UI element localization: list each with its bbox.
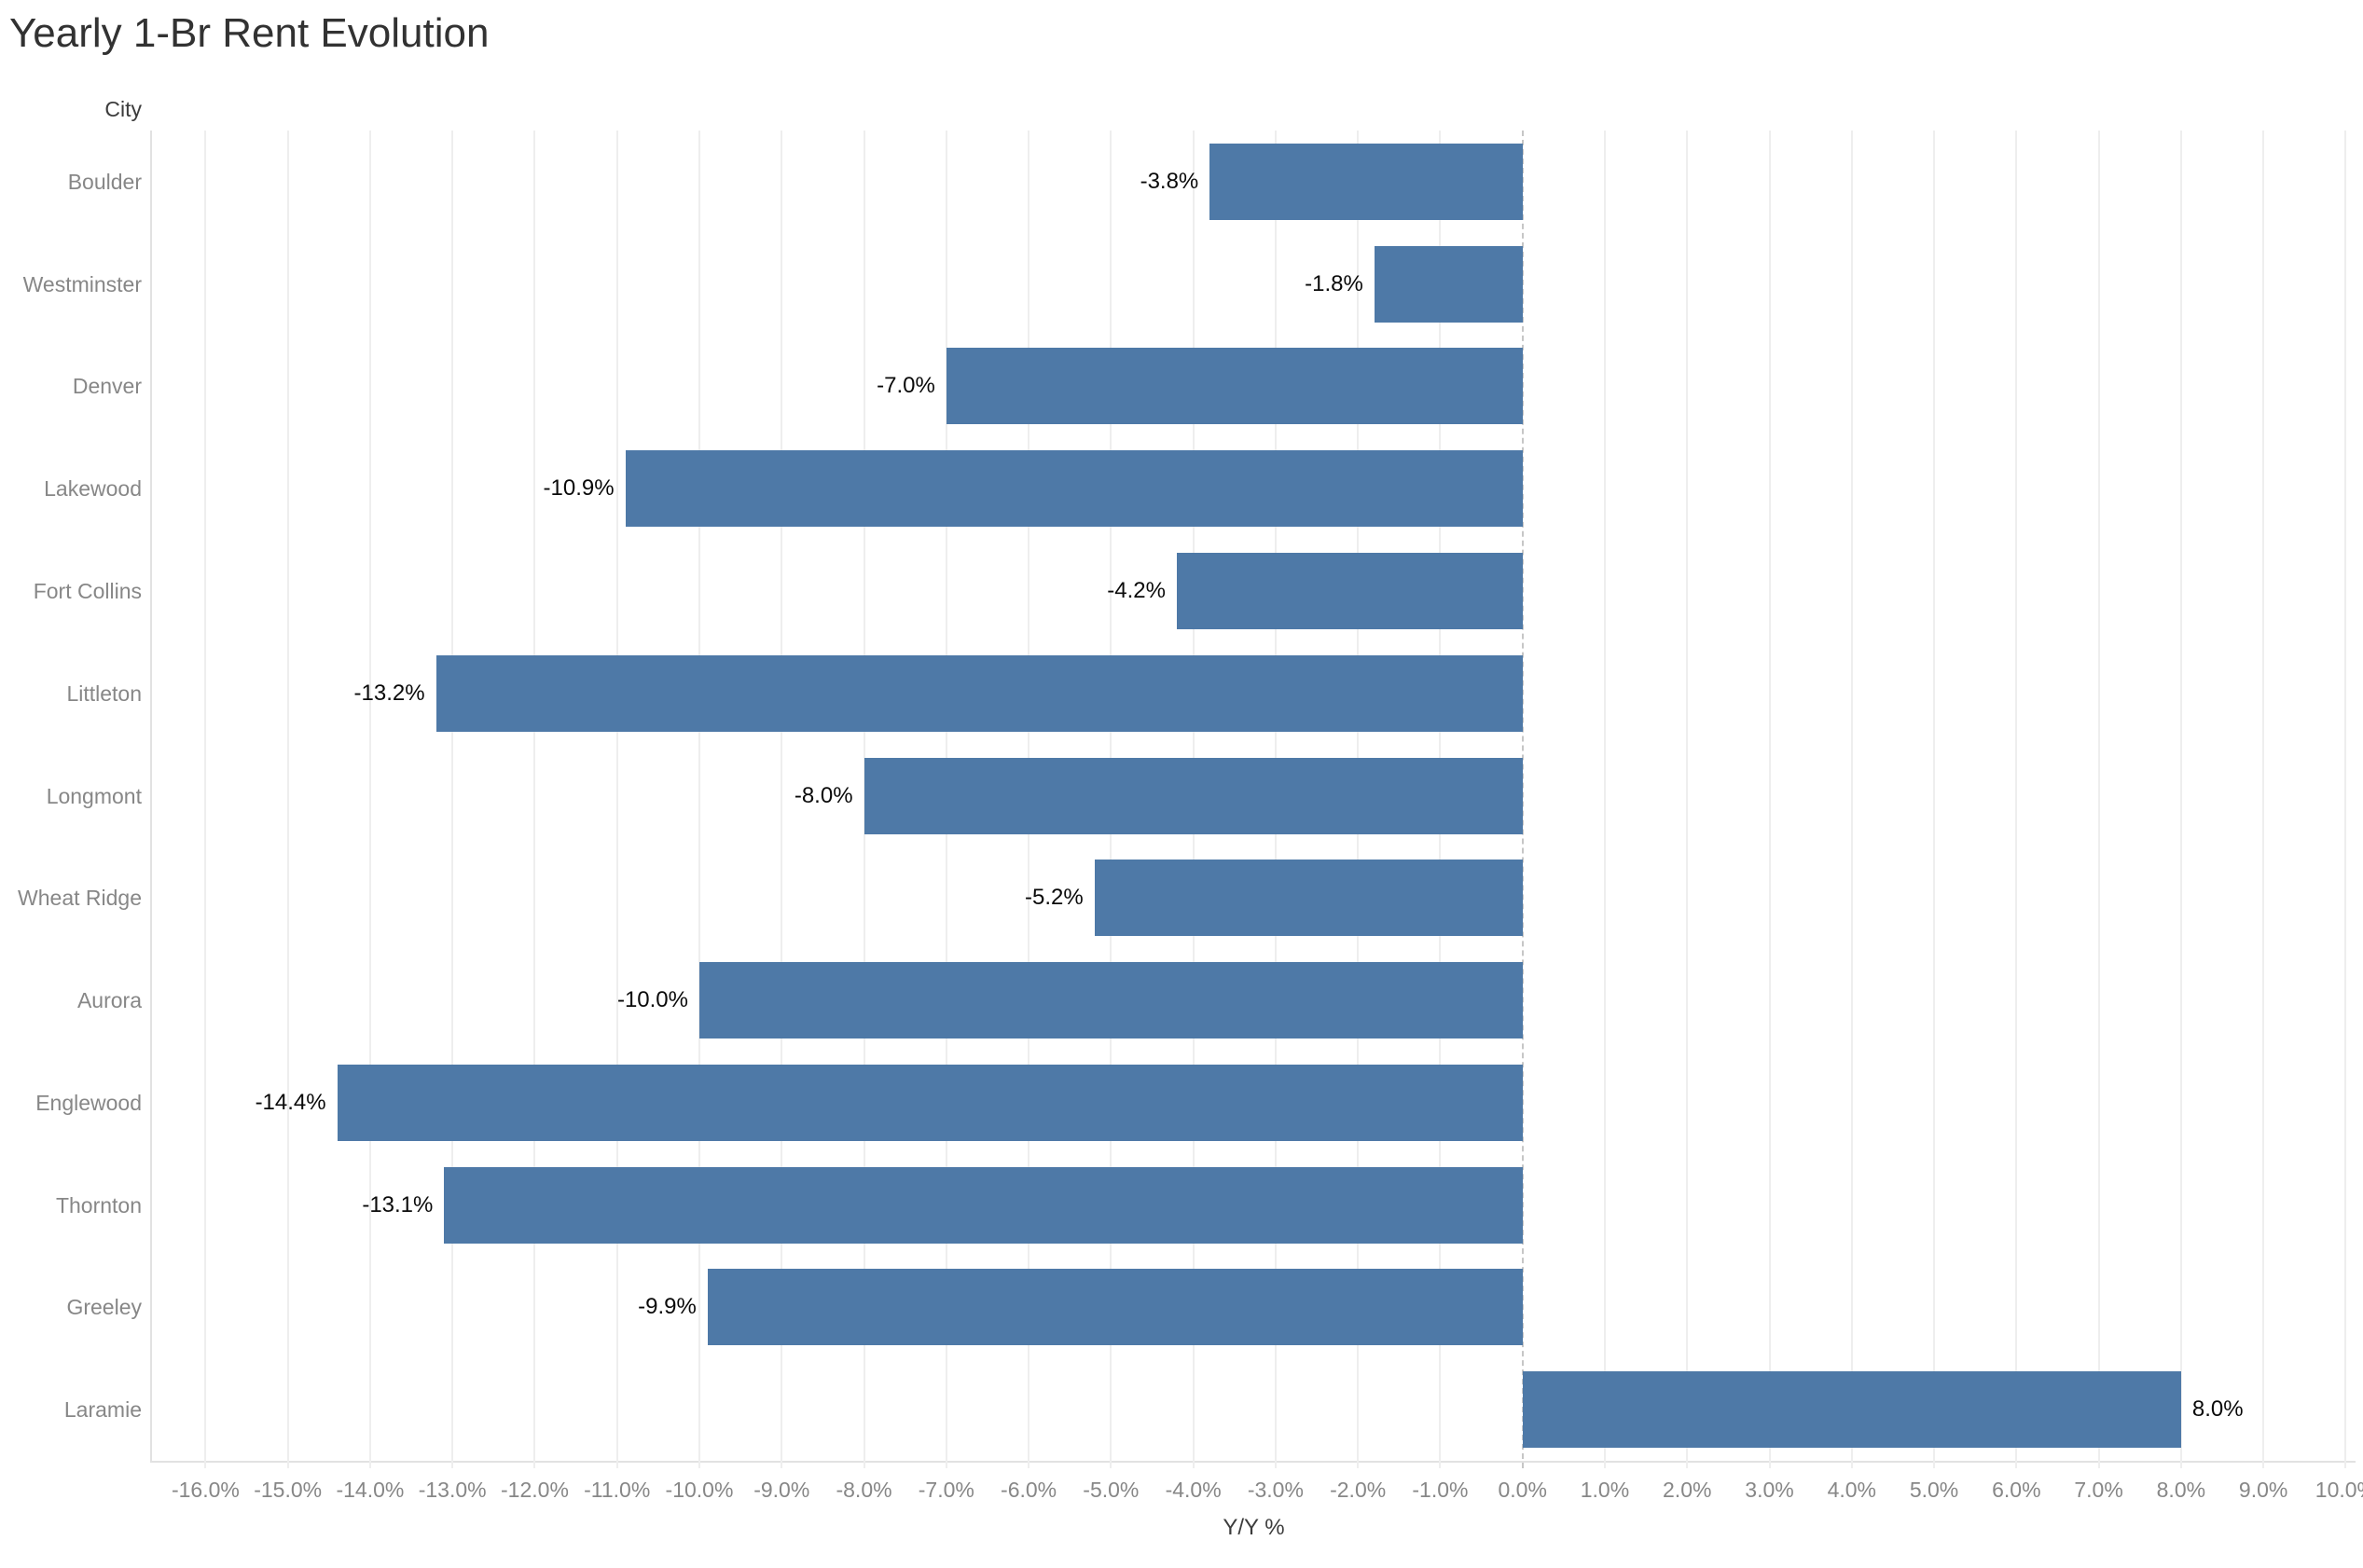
y-tick-label-boulder: Boulder — [67, 169, 142, 194]
bar-value-label: -5.2% — [1025, 885, 1084, 911]
bar-westminster[interactable] — [1374, 245, 1523, 323]
bar-littleton[interactable] — [435, 654, 1523, 732]
x-tick-label: -16.0% — [171, 1478, 240, 1502]
gridline — [1768, 131, 1771, 1468]
bar-fort-collins[interactable] — [1176, 552, 1523, 629]
gridline — [1603, 131, 1606, 1468]
chart-title: Yearly 1-Br Rent Evolution — [9, 10, 490, 56]
bar-value-label: -13.1% — [362, 1191, 434, 1217]
x-tick-label: 8.0% — [2156, 1478, 2206, 1502]
gridline — [2097, 131, 2100, 1468]
bar-thornton[interactable] — [444, 1166, 1523, 1244]
y-tick-label-littleton: Littleton — [66, 681, 142, 706]
bar-lakewood[interactable] — [625, 450, 1523, 528]
zero-axis-line — [1521, 131, 1524, 1468]
y-tick-label-aurora: Aurora — [76, 988, 142, 1013]
bar-value-label: -1.8% — [1305, 270, 1363, 296]
x-tick-label: 3.0% — [1745, 1478, 1794, 1502]
y-tick-label-thornton: Thornton — [55, 1192, 142, 1217]
y-tick-label-laramie: Laramie — [63, 1397, 142, 1423]
gridline — [698, 131, 700, 1468]
x-tick-label: -11.0% — [584, 1478, 651, 1502]
y-tick-label-westminster: Westminster — [22, 271, 142, 296]
x-tick-label: -13.0% — [418, 1478, 487, 1502]
x-axis-title: Y/Y % — [1223, 1515, 1285, 1540]
x-tick-label: -12.0% — [501, 1478, 569, 1502]
x-tick-label: -3.0% — [1247, 1478, 1304, 1502]
x-tick-label: 10.0% — [2315, 1478, 2363, 1502]
gridline — [781, 131, 783, 1468]
x-tick-label: 4.0% — [1827, 1478, 1876, 1502]
y-tick-label-englewood: Englewood — [35, 1090, 142, 1115]
x-tick-label: -6.0% — [1001, 1478, 1057, 1502]
bar-denver[interactable] — [946, 348, 1523, 425]
gridline — [1850, 131, 1853, 1468]
gridline — [204, 131, 207, 1468]
bar-aurora[interactable] — [698, 962, 1523, 1039]
y-axis-title: City — [104, 97, 142, 121]
x-tick-label: 5.0% — [1909, 1478, 1959, 1502]
gridline — [1686, 131, 1689, 1468]
gridline — [451, 131, 454, 1468]
gridline — [2179, 131, 2182, 1468]
plot-area: City Y/Y % -16.0% -15.0% -14.0% -13.0% -12.0… — [18, 97, 2363, 1540]
gridline — [533, 131, 536, 1468]
x-tick-label: 6.0% — [1992, 1478, 2041, 1502]
gridline — [368, 131, 371, 1468]
y-tick-label-greeley: Greeley — [66, 1295, 142, 1320]
bar-value-label: -10.9% — [543, 475, 615, 502]
bar-value-label: -13.2% — [353, 680, 425, 706]
x-tick-label: -15.0% — [254, 1478, 323, 1502]
x-tick-label: 2.0% — [1663, 1478, 1712, 1502]
x-tick-label: 1.0% — [1580, 1478, 1630, 1502]
gridline — [615, 131, 618, 1468]
y-tick-label-longmont: Longmont — [46, 783, 142, 808]
bar-value-label: -7.0% — [877, 373, 935, 399]
bar-value-label: -9.9% — [638, 1294, 697, 1320]
x-tick-label: -7.0% — [918, 1478, 974, 1502]
y-tick-label-fort-collins: Fort Collins — [33, 578, 142, 603]
bar-laramie[interactable] — [1522, 1371, 2181, 1449]
bar-value-label: -8.0% — [794, 782, 853, 808]
gridline — [1933, 131, 1936, 1468]
bar-greeley[interactable] — [707, 1269, 1523, 1346]
bar-englewood[interactable] — [337, 1064, 1523, 1141]
x-tick-label: 7.0% — [2074, 1478, 2123, 1502]
x-tick-label: -10.0% — [665, 1478, 734, 1502]
bar-value-label: -14.4% — [255, 1089, 326, 1115]
bar-value-label: -10.0% — [616, 987, 688, 1013]
bar-value-label: -3.8% — [1140, 168, 1199, 194]
gridline — [2015, 131, 2018, 1468]
y-tick-label-wheat-ridge: Wheat Ridge — [18, 886, 142, 911]
x-tick-label: -4.0% — [1165, 1478, 1222, 1502]
bar-wheat-ridge[interactable] — [1094, 860, 1523, 937]
y-tick-label-denver: Denver — [72, 374, 142, 399]
x-tick-label: 9.0% — [2238, 1478, 2288, 1502]
gridline — [286, 131, 289, 1468]
x-tick-label: -1.0% — [1412, 1478, 1469, 1502]
x-tick-label: -8.0% — [836, 1478, 892, 1502]
x-tick-label: 0.0% — [1498, 1478, 1547, 1502]
x-tick-label: -2.0% — [1330, 1478, 1387, 1502]
x-tick-label: -9.0% — [753, 1478, 810, 1502]
bar-value-label: 8.0% — [2191, 1396, 2244, 1423]
x-tick-label: -5.0% — [1083, 1478, 1140, 1502]
gridline — [2344, 131, 2347, 1468]
bar-boulder[interactable] — [1209, 143, 1523, 220]
bar-longmont[interactable] — [864, 757, 1523, 834]
y-tick-label-lakewood: Lakewood — [44, 476, 142, 502]
gridline — [2262, 131, 2265, 1468]
bar-value-label: -4.2% — [1107, 577, 1166, 603]
x-tick-label: -14.0% — [336, 1478, 405, 1502]
